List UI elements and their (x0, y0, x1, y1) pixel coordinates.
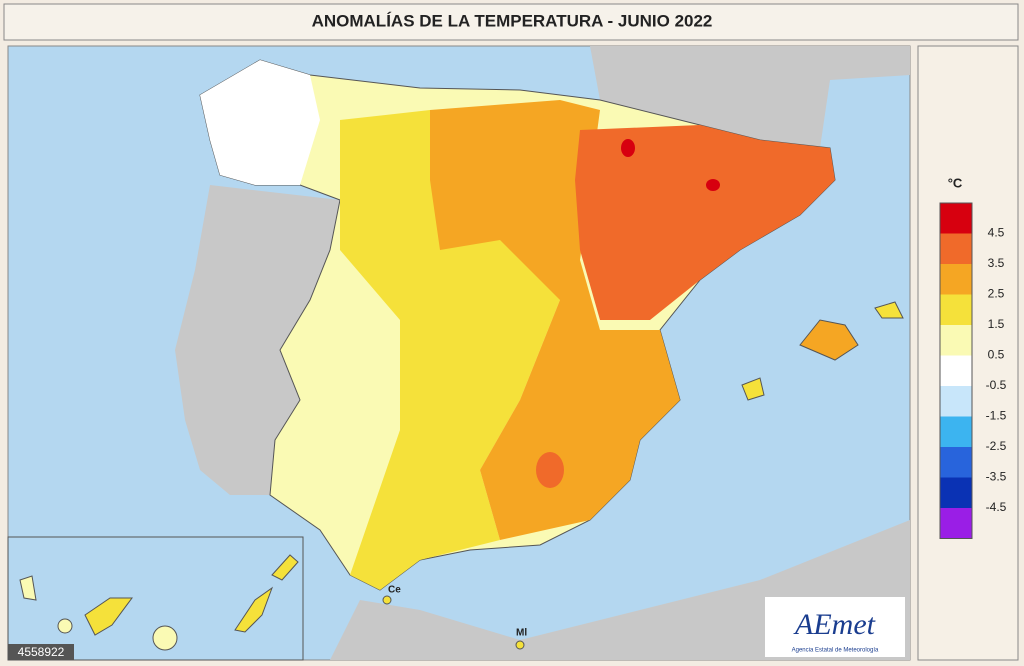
ceuta (382, 595, 392, 605)
title: ANOMALÍAS DE LA TEMPERATURA - JUNIO 2022 (312, 11, 713, 30)
legend-swatch (940, 294, 972, 325)
legend-label: -4.5 (986, 500, 1007, 514)
legend-label: -0.5 (986, 378, 1007, 392)
zone-red-orange (575, 125, 835, 320)
watermark-box (8, 644, 74, 660)
legend-frame (939, 202, 973, 539)
watermark: 4558922 (18, 645, 65, 659)
legend-unit: °C (948, 175, 963, 190)
melilla-label: Ml (516, 628, 527, 639)
hot-spot (621, 139, 635, 157)
portugal (175, 185, 340, 495)
logo-subtitle: Agencia Estatal de Meteorología (792, 648, 879, 654)
title-bar (3, 3, 1019, 41)
france (590, 46, 910, 148)
legend-label: 1.5 (988, 317, 1005, 331)
legend-label: -3.5 (986, 470, 1007, 484)
island (271, 554, 299, 581)
legend-swatch (940, 355, 972, 386)
map: Ce Ml AEmet Agencia Estatal de Meteorolo… (7, 45, 911, 661)
mallorca (799, 319, 859, 361)
logo-box (765, 597, 905, 657)
legend-swatch (940, 325, 972, 356)
island (152, 625, 178, 651)
legend-swatch (940, 416, 972, 447)
hot-spot (706, 179, 720, 191)
legend-swatch (940, 233, 972, 264)
legend: 4.5 3.5 2.5 1.5 0.5 -0.5 -1.5 -2.5 -3.5 -4.5 (939, 202, 1007, 539)
island (57, 618, 73, 634)
legend-swatch (940, 477, 972, 508)
logo: AEmet (793, 608, 876, 641)
melilla (515, 640, 525, 650)
island (19, 575, 37, 601)
ceuta-label: Ce (388, 585, 401, 596)
legend-swatch (940, 203, 972, 234)
ibiza (741, 377, 765, 401)
hot-spot (536, 452, 564, 488)
legend-swatch (940, 508, 972, 539)
legend-label: 0.5 (988, 348, 1005, 362)
island (234, 586, 274, 633)
zone-orange (430, 100, 680, 540)
island (84, 597, 133, 636)
legend-label: 2.5 (988, 287, 1005, 301)
legend-label: 3.5 (988, 256, 1005, 270)
legend-swatch (940, 264, 972, 295)
legend-label: 4.5 (988, 226, 1005, 240)
legend-swatch (940, 386, 972, 417)
zone-white (200, 60, 320, 185)
legend-swatch (940, 447, 972, 478)
menorca (874, 301, 904, 319)
legend-label: -2.5 (986, 439, 1007, 453)
legend-label: -1.5 (986, 409, 1007, 423)
